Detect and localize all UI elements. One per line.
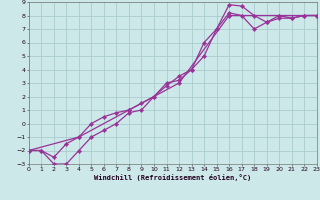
X-axis label: Windchill (Refroidissement éolien,°C): Windchill (Refroidissement éolien,°C) bbox=[94, 174, 252, 181]
